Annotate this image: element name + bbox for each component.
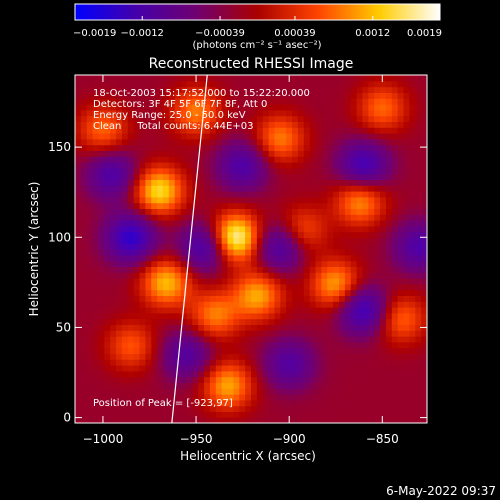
colorbar-tick-label: −0.0019 <box>73 28 116 39</box>
colorbar-strip <box>74 3 441 21</box>
x-tick-label: −900 <box>273 432 306 446</box>
colorbar-tick-label: −0.0012 <box>121 28 164 39</box>
x-tick-label: −1000 <box>83 432 124 446</box>
chart-title: Reconstructed RHESSI Image <box>149 56 354 72</box>
x-tick-label: −850 <box>366 432 399 446</box>
plot-area: −1000 −950 −900 −850 0 50 100 150 <box>48 74 428 446</box>
colorbar: −0.0019 −0.0012 −0.00039 0.00039 0.0012 0.001… <box>73 3 442 51</box>
y-tick-label: 100 <box>48 230 71 244</box>
annotation-peak-position: Position of Peak = [-923,97] <box>93 398 233 409</box>
colorbar-tick-label: 0.0012 <box>355 28 390 39</box>
heatmap-image <box>75 75 427 423</box>
colorbar-ticks: −0.0019 −0.0012 −0.00039 0.00039 0.0012 0.001… <box>73 16 442 39</box>
annotation-energy: Energy Range: 25.0 - 50.0 keV <box>93 110 246 121</box>
axis-ticks: −1000 −950 −900 −850 0 50 100 150 <box>48 75 427 446</box>
y-tick-label: 0 <box>63 411 71 425</box>
annotation-clean: Clean Total counts: 6.44E+03 <box>93 121 254 132</box>
colorbar-tick-label: 0.0019 <box>407 28 442 39</box>
y-tick-label: 50 <box>56 320 71 334</box>
solar-limb-line <box>171 75 208 423</box>
annotation-time: 18-Oct-2003 15:17:52.000 to 15:22:20.000 <box>93 88 310 99</box>
plot-frame <box>74 74 428 424</box>
annotation-detectors: Detectors: 3F 4F 5F 6F 7F 8F, Att 0 <box>93 99 268 110</box>
x-axis-label: Heliocentric X (arcsec) <box>180 449 316 463</box>
plot-timestamp: 6-May-2022 09:37 <box>386 484 496 498</box>
x-tick-label: −950 <box>180 432 213 446</box>
colorbar-units: (photons cm⁻² s⁻¹ asec⁻²) <box>192 40 321 51</box>
y-axis-label: Heliocentric Y (arcsec) <box>27 182 41 317</box>
y-tick-label: 150 <box>48 140 71 154</box>
colorbar-tick-label: 0.00039 <box>274 28 315 39</box>
colorbar-tick-label: −0.00039 <box>195 28 245 39</box>
